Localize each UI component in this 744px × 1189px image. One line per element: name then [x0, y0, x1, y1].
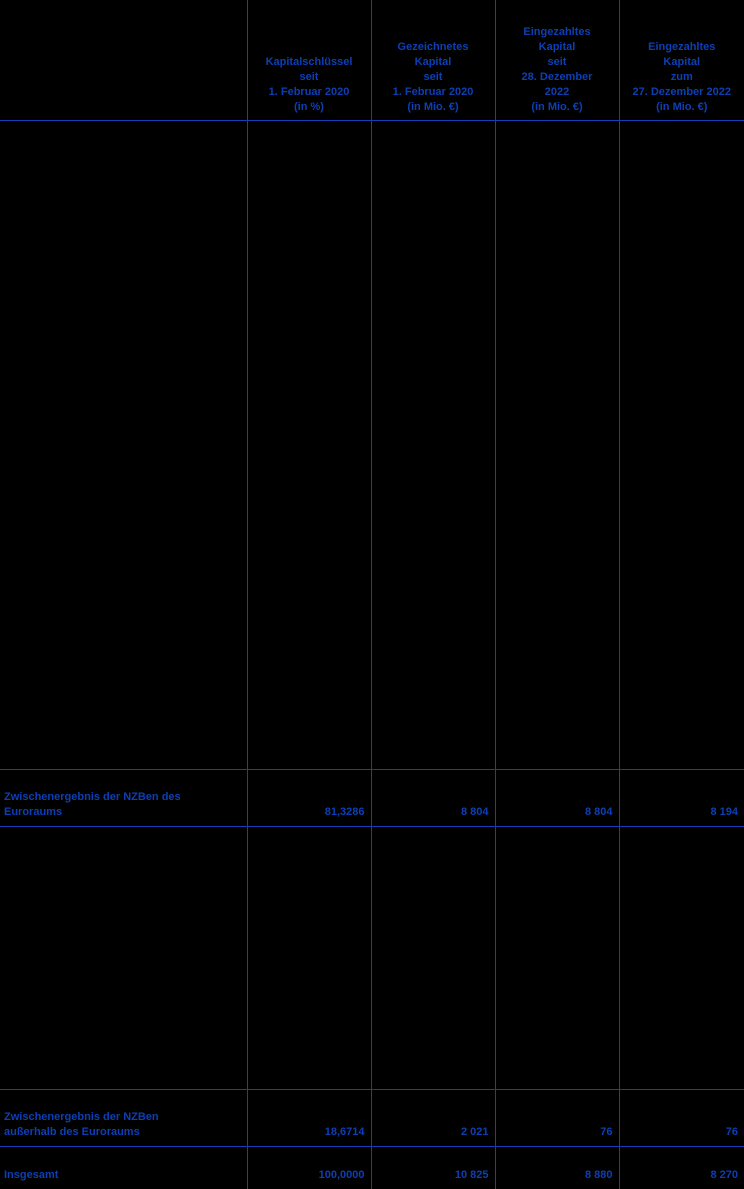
cell-kapitalschluessel: 81,3286	[247, 770, 371, 827]
row-label-line: außerhalb des Euroraums	[4, 1125, 247, 1140]
cell-eingezahltes-kapital-zum: 8 194	[619, 770, 744, 827]
row-label-line: Euroraums	[4, 805, 247, 820]
cell-gezeichnetes-kapital: 8 804	[371, 770, 495, 827]
header-line: 1. Februar 2020	[248, 85, 371, 100]
table-row: Zwischenergebnis der NZBen außerhalb des…	[0, 1090, 744, 1147]
table-header: Kapitalschlüssel seit 1. Februar 2020 (i…	[0, 0, 744, 121]
table-body-block-euro-area	[0, 121, 744, 770]
cell-eingezahltes-kapital-seit: 8 880	[495, 1147, 619, 1189]
header-line: (in Mio. €)	[496, 100, 619, 115]
row-label-subtotal-euro-area: Zwischenergebnis der NZBen des Euroraums	[0, 770, 247, 827]
header-line: zum	[620, 70, 744, 85]
header-line: seit	[496, 55, 619, 70]
row-label-total: Insgesamt	[0, 1147, 247, 1189]
header-cell-eingezahltes-kapital-seit: Eingezahltes Kapital seit 28. Dezember 2…	[495, 0, 619, 121]
header-line: 27. Dezember 2022	[620, 85, 744, 100]
header-line: 2022	[496, 85, 619, 100]
cell-eingezahltes-kapital-seit: 76	[495, 1090, 619, 1147]
table-body-block-non-euro-area	[0, 827, 744, 1090]
body-cell-eingezahltes-kapital-seit	[495, 827, 619, 1090]
body-cell-eingezahltes-kapital-seit	[495, 121, 619, 770]
cell-eingezahltes-kapital-seit: 8 804	[495, 770, 619, 827]
cell-gezeichnetes-kapital: 10 825	[371, 1147, 495, 1189]
header-line: Kapitalschlüssel	[248, 55, 371, 70]
header-line: 1. Februar 2020	[372, 85, 495, 100]
table-row-total: Insgesamt 100,0000 10 825 8 880 8 270	[0, 1147, 744, 1189]
header-cell-eingezahltes-kapital-zum: Eingezahltes Kapital zum 27. Dezember 20…	[619, 0, 744, 121]
body-cell-kapitalschluessel	[247, 121, 371, 770]
table-body: Zwischenergebnis der NZBen des Euroraums…	[0, 121, 744, 1189]
header-line: (in %)	[248, 100, 371, 115]
cell-kapitalschluessel: 18,6714	[247, 1090, 371, 1147]
body-cell-eingezahltes-kapital-zum	[619, 827, 744, 1090]
row-label-line: Insgesamt	[4, 1168, 247, 1183]
header-line: Eingezahltes	[496, 25, 619, 40]
header-line: 28. Dezember	[496, 70, 619, 85]
header-line: Gezeichnetes	[372, 40, 495, 55]
header-line: seit	[248, 70, 371, 85]
body-cell-gezeichnetes-kapital	[371, 121, 495, 770]
cell-kapitalschluessel: 100,0000	[247, 1147, 371, 1189]
body-cell-eingezahltes-kapital-zum	[619, 121, 744, 770]
header-cell-kapitalschluessel: Kapitalschlüssel seit 1. Februar 2020 (i…	[247, 0, 371, 121]
header-line: Kapital	[496, 40, 619, 55]
cell-eingezahltes-kapital-zum: 8 270	[619, 1147, 744, 1189]
row-label-subtotal-non-euro-area: Zwischenergebnis der NZBen außerhalb des…	[0, 1090, 247, 1147]
header-line: Kapital	[620, 55, 744, 70]
header-cell-gezeichnetes-kapital: Gezeichnetes Kapital seit 1. Februar 202…	[371, 0, 495, 121]
header-line: (in Mio. €)	[620, 100, 744, 115]
header-line: Eingezahltes	[620, 40, 744, 55]
cell-eingezahltes-kapital-zum: 76	[619, 1090, 744, 1147]
header-line: Kapital	[372, 55, 495, 70]
row-label-line: Zwischenergebnis der NZBen des	[4, 790, 247, 805]
header-cell-label	[0, 0, 247, 121]
row-label-line: Zwischenergebnis der NZBen	[4, 1110, 247, 1125]
table-row: Zwischenergebnis der NZBen des Euroraums…	[0, 770, 744, 827]
header-row: Kapitalschlüssel seit 1. Februar 2020 (i…	[0, 0, 744, 121]
body-cell-label	[0, 121, 247, 770]
body-cell-gezeichnetes-kapital	[371, 827, 495, 1090]
body-cell-kapitalschluessel	[247, 827, 371, 1090]
header-line: seit	[372, 70, 495, 85]
header-line: (in Mio. €)	[372, 100, 495, 115]
body-cell-label	[0, 827, 247, 1090]
cell-gezeichnetes-kapital: 2 021	[371, 1090, 495, 1147]
